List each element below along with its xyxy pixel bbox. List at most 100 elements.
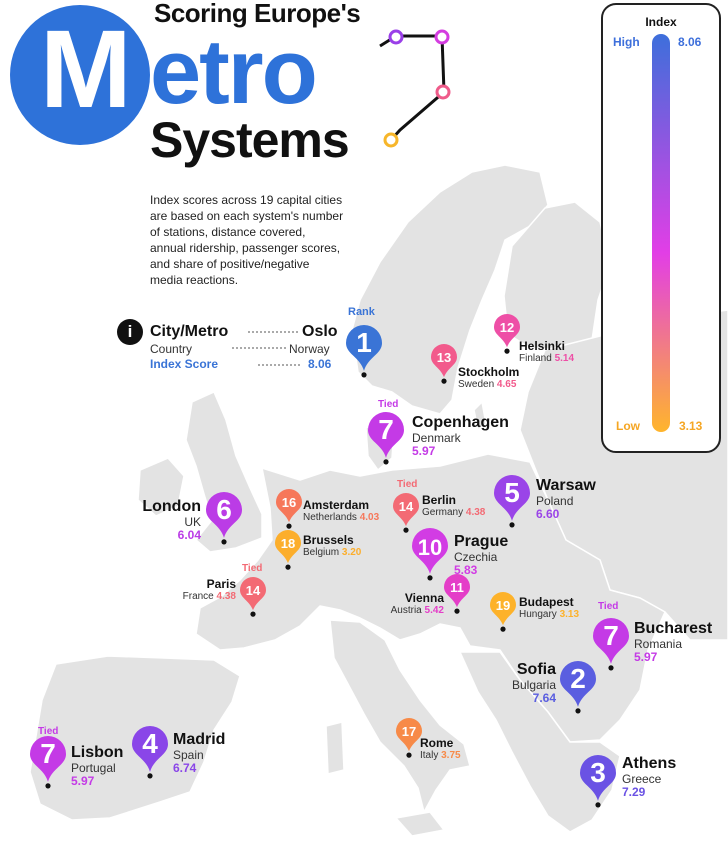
index-score: 5.83 <box>454 563 478 578</box>
title-top: Scoring Europe's <box>154 0 361 28</box>
city-name: Budapest <box>519 595 574 609</box>
index-score: 4.03 <box>359 512 380 524</box>
country-name: Greece <box>622 771 662 786</box>
city-label-rome: Rome Italy 3.75 <box>420 736 461 762</box>
index-low-value: 3.13 <box>679 419 703 433</box>
city-label-amsterdam: Amsterdam Netherlands 4.03 <box>303 498 379 524</box>
tied-label: Tied <box>38 726 59 737</box>
map-pin-icon <box>560 661 596 707</box>
country-name: Spain <box>173 747 204 762</box>
city-name: Sofia <box>516 661 556 678</box>
italy-landmass <box>329 619 471 813</box>
city-name: Warsaw <box>536 477 596 494</box>
station-yellow-icon <box>383 132 399 148</box>
map-pin-icon <box>580 755 616 801</box>
tied-label: Tied <box>242 563 263 574</box>
city-label-budapest: Budapest Hungary 3.13 <box>519 595 579 621</box>
title-metro-m: M <box>40 8 132 131</box>
index-legend-title: Index <box>645 15 677 29</box>
intro-line: Index scores across 19 capital cities <box>150 193 343 207</box>
city-name: Berlin <box>422 493 457 507</box>
index-score: 5.14 <box>554 353 575 365</box>
index-high-label: High <box>613 35 640 49</box>
central-europe-landmass <box>195 453 666 743</box>
country-name: France <box>182 591 217 603</box>
pin-rank-label: 11 <box>450 580 464 595</box>
city-label-brussels: Brussels Belgium 3.20 <box>303 533 361 559</box>
city-dot-icon <box>285 564 291 570</box>
pin-rank-label: 17 <box>402 724 416 739</box>
city-dot-icon <box>406 752 412 758</box>
city-name: Bucharest <box>634 620 713 637</box>
map-pin-icon <box>494 314 520 348</box>
city-label-sofia: Sofia Bulgaria 7.64 <box>512 661 556 706</box>
city-label-vienna: Vienna Austria 5.42 <box>391 591 444 617</box>
key-index-score: Index Score <box>150 357 219 371</box>
pin-sofia: 2 <box>560 661 596 714</box>
city-label-london: London UK 6.04 <box>142 498 201 543</box>
country-score-row: Italy 3.75 <box>420 750 461 761</box>
city-dot-icon <box>504 348 510 354</box>
city-dot-icon <box>500 626 506 632</box>
pin-london: 6 <box>206 492 242 545</box>
city-label-helsinki: Helsinki Finland 5.14 <box>519 339 575 365</box>
title-metro-rest: etro <box>150 21 318 123</box>
city-dot-icon <box>509 522 515 528</box>
city-label-athens: Athens Greece 7.29 <box>622 755 676 800</box>
key-example-city: Oslo <box>302 323 338 340</box>
pin-rank-label: 14 <box>399 499 414 514</box>
country-name: Czechia <box>454 549 498 564</box>
country-name: Denmark <box>412 430 461 445</box>
city-name: Rome <box>420 736 454 750</box>
city-label-stockholm: Stockholm Sweden 4.65 <box>458 365 519 391</box>
city-label-prague: Prague Czechia 5.83 <box>454 533 508 578</box>
city-dot-icon <box>383 459 389 465</box>
map-pin-icon <box>396 718 422 752</box>
city-label-paris: Paris France 4.38 <box>182 577 236 603</box>
balkans-landmass <box>459 651 621 833</box>
pin-prague: 10 <box>412 528 448 581</box>
country-name: Belgium <box>303 547 342 559</box>
pin-berlin: 14 <box>393 493 419 533</box>
country-score-row: Netherlands 4.03 <box>303 512 379 523</box>
city-name: Paris <box>206 577 236 591</box>
city-dot-icon <box>361 372 367 378</box>
city-name: Vienna <box>404 591 444 605</box>
city-name: Helsinki <box>519 339 566 353</box>
pin-rank-label: 7 <box>40 738 56 769</box>
country-score-row: Austria 5.42 <box>391 605 444 616</box>
key-city-metro: City/Metro <box>150 323 229 340</box>
country-name: Poland <box>536 493 574 508</box>
map-pin-icon <box>593 618 629 664</box>
city-dot-icon <box>575 708 581 714</box>
city-name: London <box>142 498 201 515</box>
title-blue-circle <box>10 5 150 145</box>
index-score: 7.29 <box>622 785 646 800</box>
city-dot-icon <box>45 783 51 789</box>
city-dot-icon <box>403 527 409 533</box>
intro-line: media reactions. <box>150 273 239 287</box>
pin-athens: 3 <box>580 755 616 808</box>
pin-copenhagen: 7 <box>368 412 404 465</box>
title-systems: Systems <box>150 112 350 168</box>
pin-amsterdam: 16 <box>276 489 302 529</box>
country-name: Italy <box>420 750 442 762</box>
country-score-row: Hungary 3.13 <box>519 609 579 620</box>
map-pin-icon <box>490 592 516 626</box>
city-name: Brussels <box>303 533 354 547</box>
pin-oslo: 1 <box>346 325 382 378</box>
city-name: Prague <box>454 533 509 550</box>
index-high-value: 8.06 <box>678 35 702 49</box>
sardinia-landmass <box>325 721 345 775</box>
info-icon: i <box>117 319 143 345</box>
city-label-berlin: Berlin Germany 4.38 <box>422 493 485 519</box>
city-label-bucharest: Bucharest Romania 5.97 <box>634 620 712 665</box>
sicily-landmass <box>395 811 445 837</box>
pin-rank-label: 5 <box>504 477 520 508</box>
intro-line: of stations, distance covered, <box>150 225 306 239</box>
tied-label: Tied <box>397 479 418 490</box>
pin-rome: 17 <box>396 718 422 758</box>
country-score-row: Belgium 3.20 <box>303 547 361 558</box>
